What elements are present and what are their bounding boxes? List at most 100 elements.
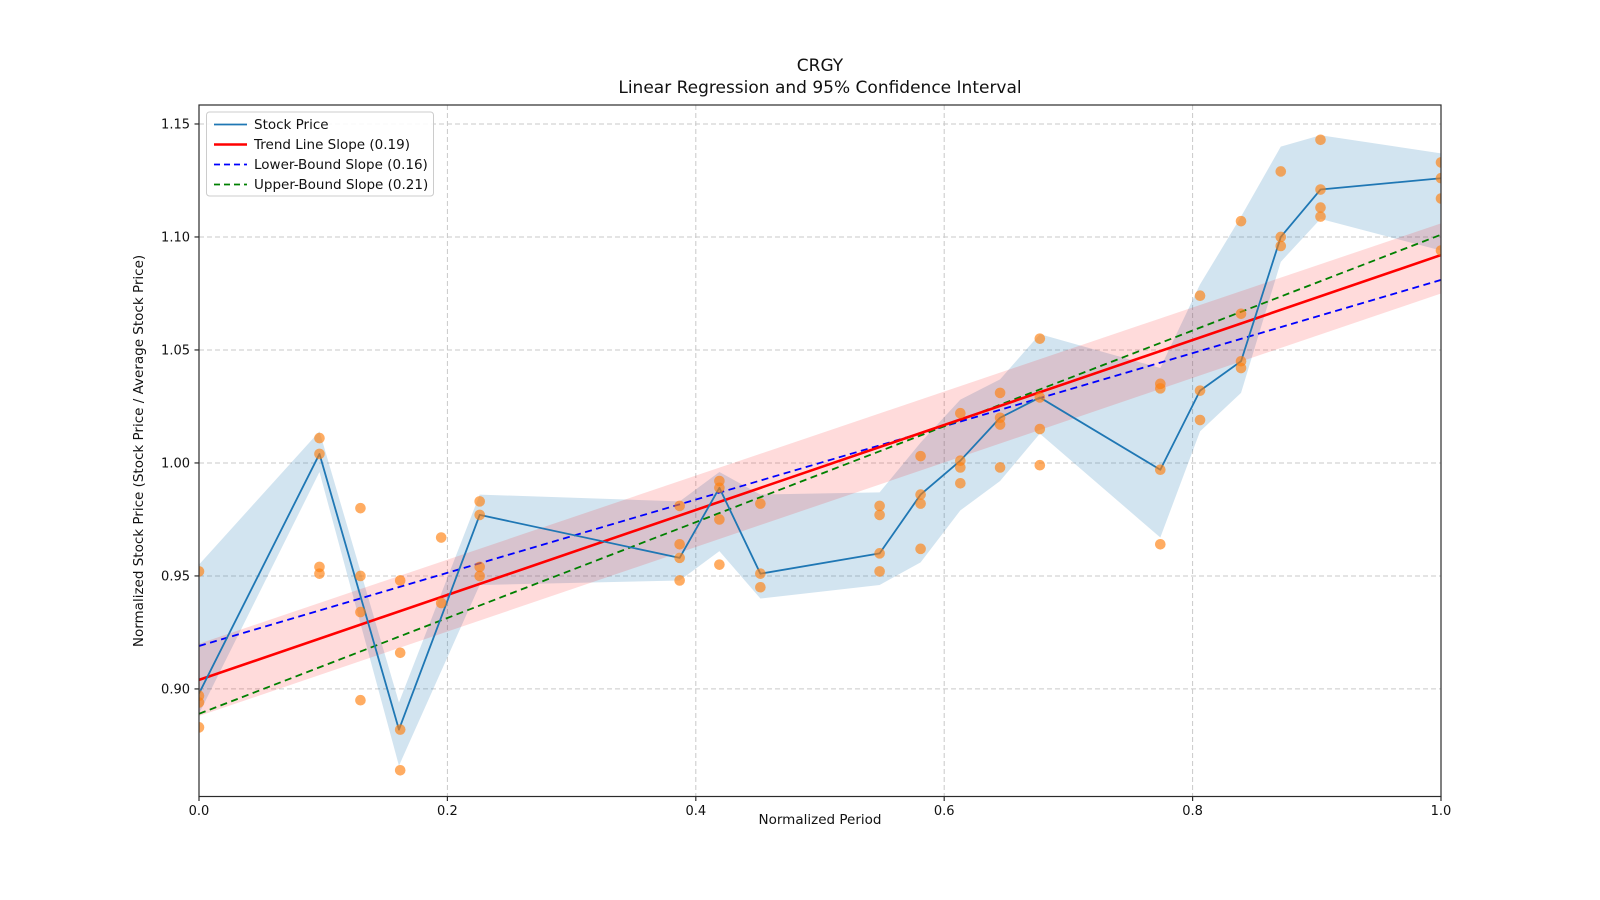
scatter-point	[755, 581, 766, 593]
scatter-point	[915, 450, 926, 462]
regression-confidence-band	[199, 223, 1441, 717]
y-tick-label: 1.05	[161, 343, 190, 358]
scatter-point	[1275, 166, 1287, 177]
scatter-point	[955, 462, 966, 473]
scatter-point	[874, 548, 885, 559]
y-tick-label: 0.90	[161, 682, 190, 697]
scatter-point	[714, 559, 725, 570]
scatter-point	[674, 575, 685, 586]
scatter-point	[355, 606, 366, 618]
scatter-point	[474, 570, 485, 582]
scatter-point	[1235, 362, 1247, 374]
scatter-point	[1034, 459, 1046, 471]
scatter-point	[1155, 539, 1166, 550]
scatter-point	[355, 694, 366, 706]
scatter-point	[474, 496, 485, 507]
scatter-point	[1435, 157, 1441, 168]
scatter-point	[755, 498, 766, 509]
scatter-point	[1034, 333, 1046, 344]
trend-line	[199, 253, 1441, 682]
scatter-point	[1315, 134, 1326, 146]
x-tick-label: 0.2	[437, 804, 458, 819]
scatter-point	[874, 509, 885, 521]
scatter-point	[199, 697, 205, 708]
axes-frame	[194, 104, 1442, 801]
scatter-point	[355, 502, 366, 514]
legend-box	[206, 111, 434, 197]
scatter-point	[474, 509, 485, 521]
scatter-point	[394, 647, 406, 659]
scatter-point	[394, 575, 406, 586]
scatter-point	[714, 482, 725, 494]
scatter-point	[1235, 215, 1247, 227]
scatter-point	[674, 552, 685, 564]
stock-confidence-band	[199, 135, 1441, 766]
scatter-point	[1194, 290, 1206, 302]
chart-title: CRGY	[797, 56, 844, 76]
scatter-point	[674, 539, 685, 550]
scatter-points	[199, 134, 1441, 776]
scatter-point	[435, 532, 447, 543]
y-tick-label: 1.10	[161, 230, 190, 245]
y-axis-label: Normalized Stock Price (Stock Price / Av…	[131, 255, 147, 647]
lower-bound-line	[199, 279, 1441, 647]
legend-item-label: Upper-Bound Slope (0.21)	[254, 177, 428, 193]
scatter-point	[355, 570, 366, 582]
scatter-point	[674, 500, 685, 512]
scatter-point	[755, 568, 766, 579]
scatter-point	[915, 498, 926, 509]
x-tick-label: 0.6	[934, 804, 955, 819]
scatter-point	[1315, 184, 1326, 195]
upper-bound-line	[199, 233, 1441, 715]
scatter-point	[955, 407, 966, 419]
scatter-point	[199, 722, 205, 733]
legend-item-label: Lower-Bound Slope (0.16)	[254, 157, 428, 173]
scatter-point	[714, 514, 725, 525]
scatter-point	[314, 448, 325, 460]
legend: Stock Price Trend Line Slope (0.19) Lower-…	[206, 111, 434, 197]
scatter-point	[314, 432, 325, 444]
data-lines	[199, 177, 1441, 731]
legend-item-label: Stock Price	[254, 117, 329, 133]
scatter-point	[1435, 193, 1441, 204]
scatter-point	[394, 724, 406, 735]
axes-spines	[198, 104, 1442, 798]
scatter-point	[435, 597, 447, 609]
stock-price-line	[199, 177, 1441, 731]
y-tick-label: 1.15	[161, 117, 190, 132]
scatter-point	[1315, 211, 1326, 222]
scatter-point	[1155, 464, 1166, 476]
scatter-point	[915, 543, 926, 555]
scatter-point	[915, 489, 926, 500]
y-tick-label: 1.00	[161, 456, 190, 471]
scatter-point	[874, 500, 885, 512]
scatter-point	[474, 561, 485, 573]
scatter-point	[199, 566, 205, 577]
scatter-point	[955, 477, 966, 489]
scatter-point	[1435, 172, 1441, 184]
legend-item-label: Trend Line Slope (0.19)	[253, 137, 410, 153]
scatter-point	[1315, 202, 1326, 213]
x-tick-label: 0.0	[189, 804, 210, 819]
scatter-point	[1194, 414, 1206, 426]
scatter-point	[1034, 392, 1046, 403]
scatter-point	[1155, 383, 1166, 394]
scatter-point	[994, 387, 1006, 399]
scatter-point	[1275, 240, 1287, 252]
x-tick-label: 0.8	[1182, 804, 1203, 819]
y-tick-label: 0.95	[161, 569, 190, 584]
scatter-point	[1034, 423, 1046, 435]
scatter-point	[994, 462, 1006, 473]
chart-subtitle: Linear Regression and 95% Confidence Int…	[618, 78, 1021, 98]
scatter-point	[314, 568, 325, 579]
x-tick-label: 0.4	[685, 804, 706, 819]
confidence-bands	[199, 135, 1441, 766]
plot-area	[199, 105, 1441, 797]
x-axis-label: Normalized Period	[759, 812, 882, 828]
scatter-point	[1235, 308, 1247, 320]
scatter-point	[874, 566, 885, 577]
scatter-point	[1435, 245, 1441, 256]
scatter-point	[994, 419, 1006, 430]
